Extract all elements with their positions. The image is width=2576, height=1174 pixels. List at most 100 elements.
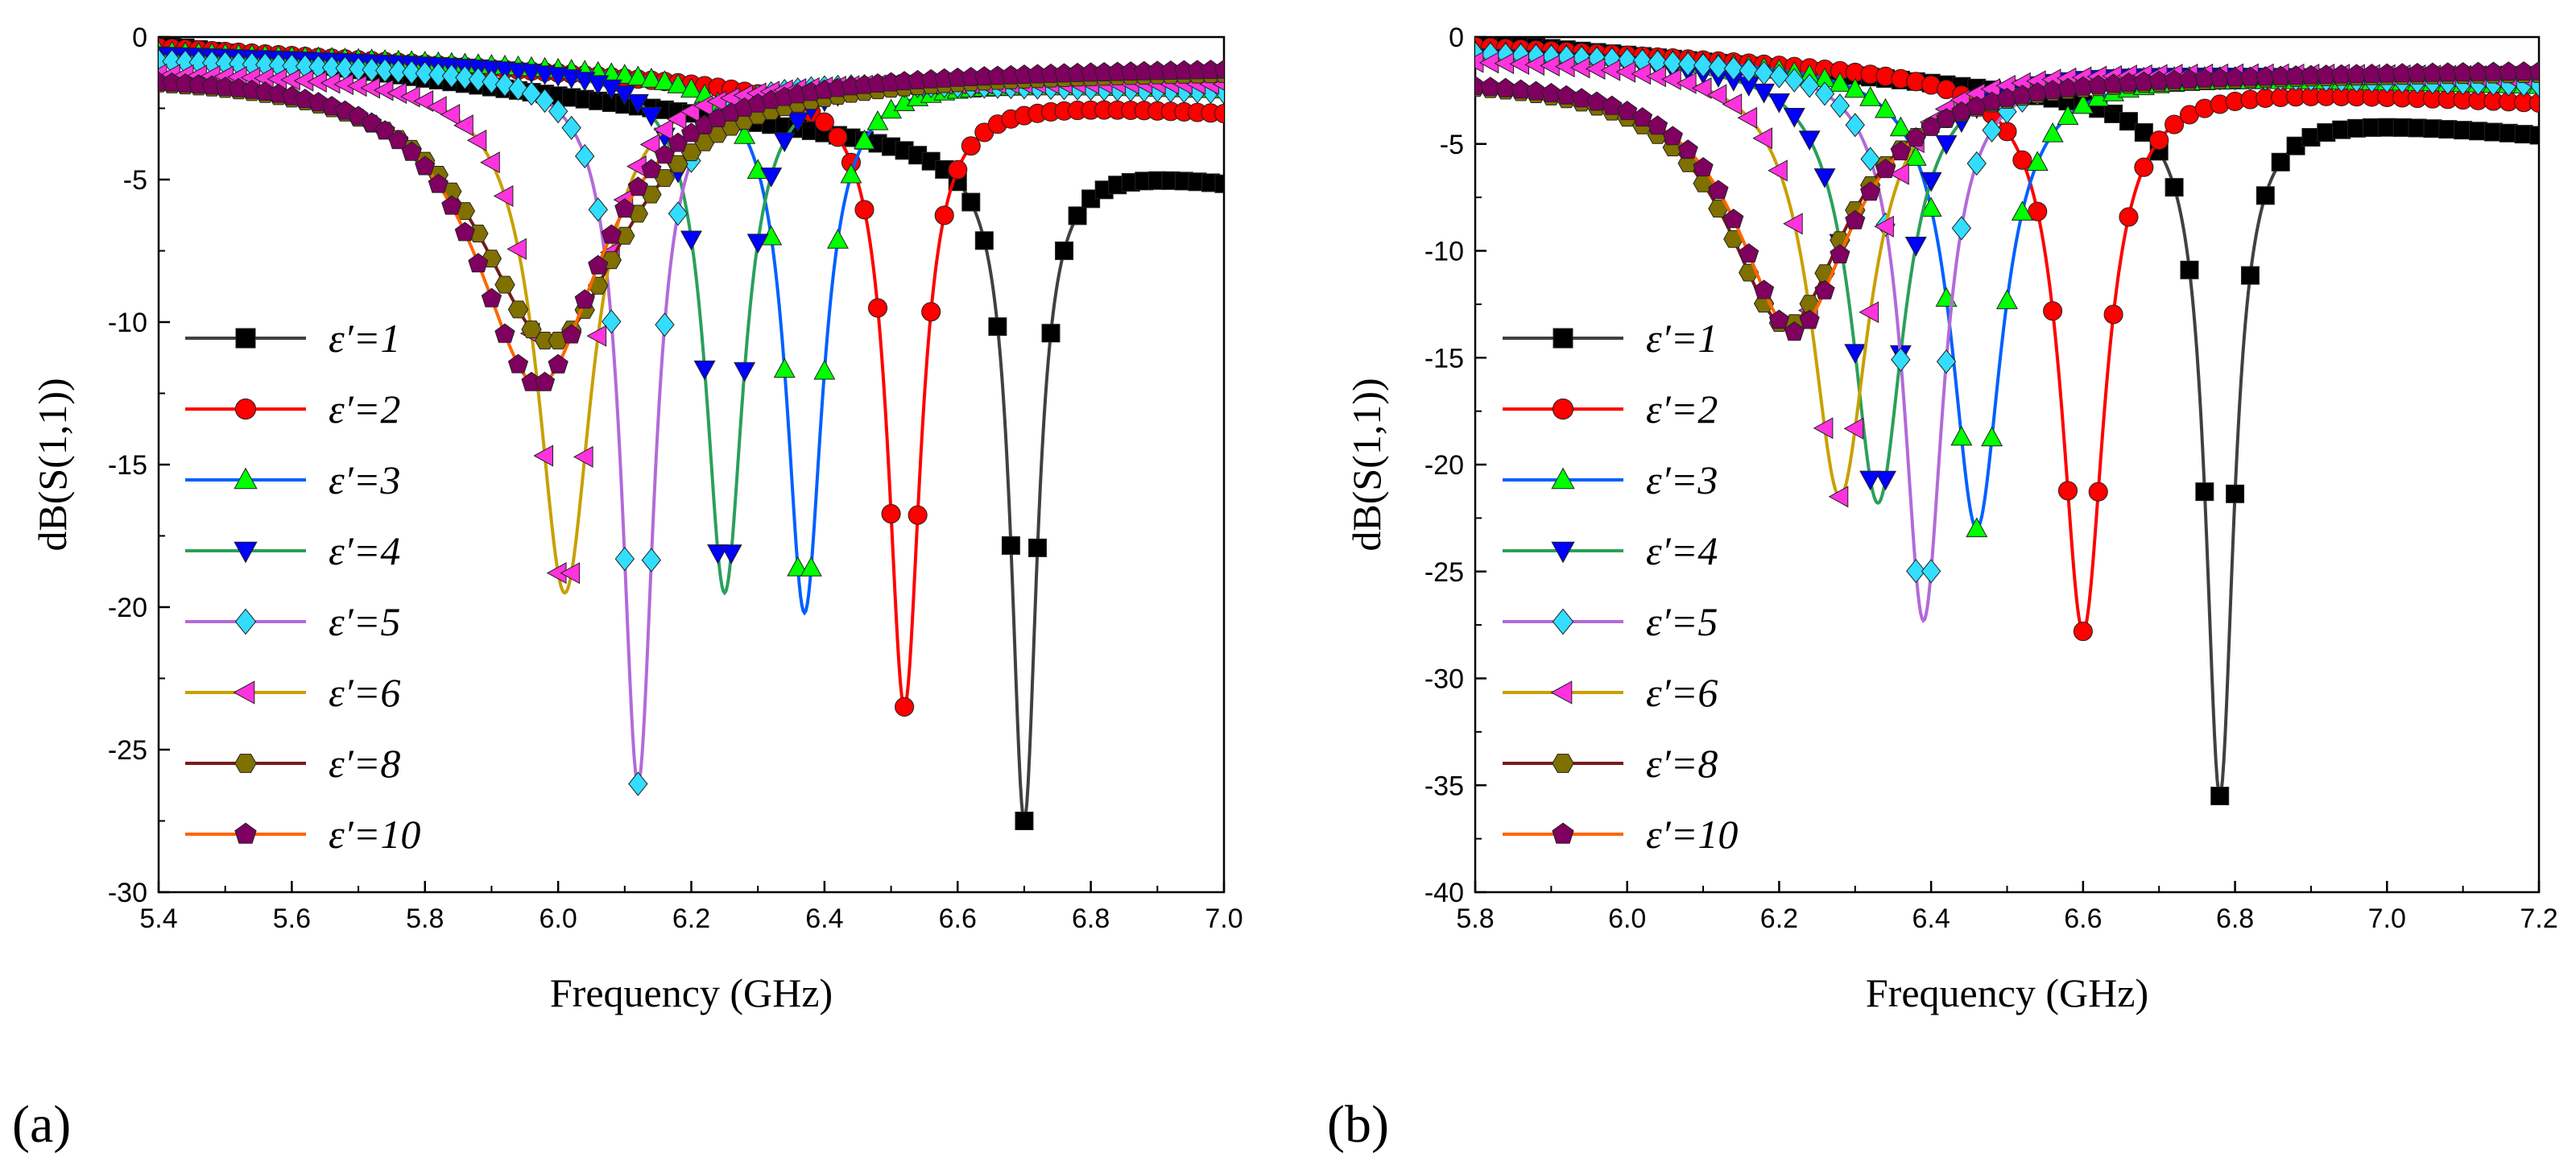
y-tick-label: -10 bbox=[1424, 237, 1464, 267]
data-point bbox=[1830, 244, 1850, 264]
data-point bbox=[2240, 266, 2260, 285]
data-point bbox=[1845, 113, 1865, 138]
data-point bbox=[1904, 146, 1927, 166]
data-point bbox=[1814, 279, 1835, 300]
data-point bbox=[427, 96, 447, 118]
data-point bbox=[1783, 108, 1805, 128]
data-point bbox=[535, 371, 556, 391]
data-point bbox=[1921, 559, 1941, 584]
data-point bbox=[507, 353, 529, 374]
data-point bbox=[2226, 484, 2245, 503]
data-point bbox=[1001, 535, 1020, 555]
data-point bbox=[440, 103, 461, 126]
data-point bbox=[1966, 151, 1987, 176]
data-point bbox=[640, 68, 663, 88]
plot-area bbox=[159, 37, 1224, 830]
data-point bbox=[908, 505, 928, 525]
data-point bbox=[533, 444, 553, 467]
y-tick-label: -5 bbox=[123, 165, 147, 196]
data-point bbox=[1891, 347, 1911, 372]
data-point bbox=[428, 173, 449, 193]
data-point bbox=[1753, 279, 1775, 300]
data-point bbox=[828, 127, 848, 147]
x-tick-label: 7.0 bbox=[2368, 903, 2406, 934]
data-point bbox=[1693, 53, 1714, 78]
data-point bbox=[1647, 115, 1668, 135]
data-point bbox=[1602, 95, 1623, 115]
data-point bbox=[693, 360, 716, 381]
x-tick-label: 5.4 bbox=[139, 903, 177, 934]
data-point bbox=[934, 205, 954, 225]
data-point bbox=[1859, 301, 1879, 324]
data-point bbox=[1905, 126, 1926, 147]
data-point bbox=[1662, 126, 1683, 146]
data-point bbox=[1661, 68, 1681, 91]
data-point bbox=[1708, 54, 1729, 79]
y-tick-label: -15 bbox=[1424, 343, 1464, 374]
data-point bbox=[627, 176, 648, 196]
y-axis-title: dB(S(1,1)) bbox=[30, 378, 75, 551]
data-point bbox=[653, 70, 676, 90]
data-point bbox=[374, 120, 395, 140]
data-point bbox=[854, 200, 875, 220]
legend-label: ε′=3 bbox=[329, 457, 400, 502]
data-point bbox=[813, 359, 836, 380]
data-point bbox=[493, 184, 514, 207]
data-point bbox=[2180, 260, 2199, 279]
legend-item: ε′=8 bbox=[1503, 741, 1718, 786]
legend-marker bbox=[1551, 541, 1575, 564]
plot-area bbox=[1475, 37, 2539, 806]
data-point bbox=[2011, 200, 2033, 221]
x-tick-label: 7.0 bbox=[1205, 903, 1243, 934]
legend-label: ε′=6 bbox=[329, 670, 400, 715]
data-point bbox=[2165, 114, 2185, 134]
data-point bbox=[2103, 304, 2123, 325]
x-axis-title: Frequency (GHz) bbox=[550, 970, 833, 1015]
data-point bbox=[387, 82, 407, 105]
data-point bbox=[401, 141, 422, 161]
data-point bbox=[1525, 81, 1547, 101]
data-point bbox=[1753, 83, 1776, 104]
data-point bbox=[1693, 157, 1714, 177]
data-point bbox=[560, 562, 581, 585]
data-point bbox=[1875, 97, 1897, 118]
legend-marker bbox=[1551, 467, 1575, 490]
data-point bbox=[961, 192, 981, 212]
data-point bbox=[1859, 470, 1882, 491]
legend-marker bbox=[234, 822, 257, 844]
plot-frame bbox=[1474, 35, 2541, 894]
data-point bbox=[1860, 147, 1880, 172]
data-point bbox=[1982, 118, 2002, 143]
legend-item: ε′=5 bbox=[1503, 599, 1718, 644]
data-point bbox=[388, 130, 409, 150]
legend-item: ε′=5 bbox=[185, 599, 400, 644]
data-point bbox=[1722, 93, 1743, 116]
data-point bbox=[974, 231, 994, 250]
data-point bbox=[1845, 209, 1866, 229]
data-point bbox=[561, 324, 582, 344]
data-point bbox=[1768, 309, 1790, 329]
data-point bbox=[2119, 112, 2138, 131]
series-8 bbox=[159, 59, 1224, 391]
legend: ε′=1 ε′=2 ε′=3 ε′=4 ε′=5 ε′=6 ε′=8 ε′=10 bbox=[1503, 316, 1738, 857]
data-point bbox=[1617, 101, 1638, 121]
data-point bbox=[374, 58, 395, 83]
data-point bbox=[773, 358, 796, 378]
data-point bbox=[760, 167, 783, 188]
data-point bbox=[482, 69, 502, 94]
data-point bbox=[548, 353, 569, 374]
x-tick-label: 5.8 bbox=[1456, 903, 1494, 934]
data-point bbox=[388, 59, 408, 84]
legend-marker bbox=[234, 541, 258, 564]
data-point bbox=[1920, 196, 1942, 217]
data-point bbox=[507, 238, 527, 260]
data-point bbox=[2026, 151, 2049, 172]
data-point bbox=[494, 323, 515, 343]
legend-label: ε′=4 bbox=[1646, 528, 1718, 573]
data-point bbox=[641, 159, 662, 179]
data-point bbox=[2529, 126, 2539, 145]
data-point bbox=[1739, 242, 1759, 262]
data-point bbox=[468, 253, 489, 273]
data-point bbox=[746, 234, 769, 254]
legend-marker bbox=[234, 398, 257, 420]
